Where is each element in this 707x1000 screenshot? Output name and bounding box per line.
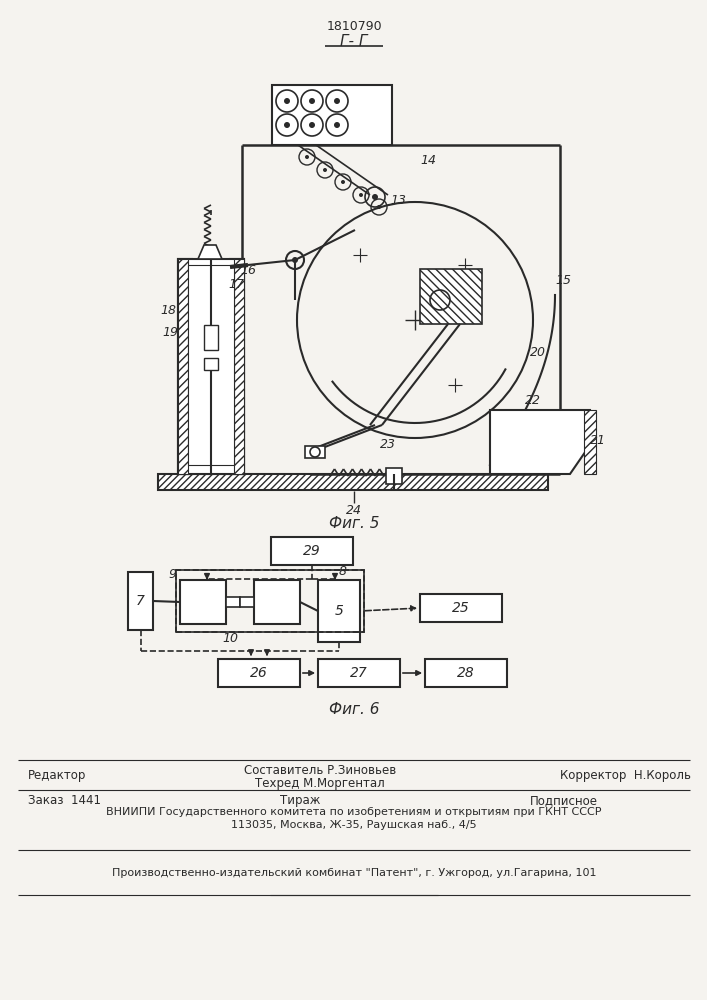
Bar: [420, 269, 482, 324]
Text: 10: 10: [222, 632, 238, 645]
Text: Фиг. 6: Фиг. 6: [329, 702, 379, 717]
Bar: [305, 446, 325, 458]
Circle shape: [309, 98, 315, 104]
Text: 27: 27: [350, 666, 368, 680]
Text: 22: 22: [525, 393, 541, 406]
Text: 1810790: 1810790: [326, 20, 382, 33]
Bar: [204, 325, 218, 350]
Bar: [234, 259, 244, 474]
Circle shape: [309, 122, 315, 128]
Text: 113035, Москва, Ж-35, Раушская наб., 4/5: 113035, Москва, Ж-35, Раушская наб., 4/5: [231, 820, 477, 830]
Bar: [226, 597, 240, 607]
Bar: [178, 259, 192, 474]
Circle shape: [377, 205, 381, 209]
Text: Техред М.Моргентал: Техред М.Моргентал: [255, 777, 385, 790]
Text: Г- Г: Г- Г: [340, 34, 368, 49]
Text: 17: 17: [228, 278, 244, 292]
Text: ВНИИПИ Государственного комитета по изобретениям и открытиям при ГКНТ СССР: ВНИИПИ Государственного комитета по изоб…: [106, 807, 602, 817]
Text: 7: 7: [136, 594, 145, 608]
Bar: [180, 580, 226, 624]
Text: 14: 14: [420, 153, 436, 166]
Circle shape: [334, 98, 340, 104]
Text: 28: 28: [457, 666, 475, 680]
Text: Корректор  Н.Король: Корректор Н.Король: [560, 768, 691, 782]
Circle shape: [284, 122, 290, 128]
Text: Заказ  1441: Заказ 1441: [28, 794, 101, 807]
Text: 21: 21: [590, 434, 606, 446]
Bar: [318, 580, 360, 642]
Text: Составитель Р.Зиновьев: Составитель Р.Зиновьев: [244, 764, 396, 777]
Text: 13: 13: [390, 194, 406, 207]
Bar: [386, 468, 402, 484]
Bar: [128, 572, 153, 630]
Circle shape: [292, 257, 298, 263]
Text: Производственно-издательский комбинат "Патент", г. Ужгород, ул.Гагарина, 101: Производственно-издательский комбинат "П…: [112, 867, 596, 878]
Circle shape: [341, 180, 345, 184]
Text: Фиг. 5: Фиг. 5: [329, 516, 379, 531]
Bar: [158, 474, 548, 490]
Bar: [230, 259, 244, 474]
Circle shape: [372, 194, 378, 200]
Bar: [218, 659, 300, 687]
Text: Подписное: Подписное: [530, 794, 598, 807]
Bar: [178, 259, 188, 474]
Text: 24: 24: [346, 504, 362, 517]
Circle shape: [305, 155, 309, 159]
Bar: [425, 659, 507, 687]
Bar: [271, 537, 353, 565]
Circle shape: [359, 193, 363, 197]
Text: 19: 19: [162, 326, 178, 338]
Text: 25: 25: [452, 601, 470, 615]
Bar: [176, 570, 364, 632]
Text: 29: 29: [303, 544, 321, 558]
Text: 23: 23: [380, 438, 396, 452]
Polygon shape: [490, 410, 590, 474]
Text: 8: 8: [339, 565, 347, 578]
Text: 15: 15: [555, 273, 571, 286]
Bar: [188, 265, 234, 465]
Text: 5: 5: [334, 604, 344, 618]
Text: 9: 9: [168, 568, 176, 580]
Circle shape: [334, 122, 340, 128]
Circle shape: [323, 168, 327, 172]
Bar: [318, 659, 400, 687]
Bar: [178, 259, 244, 474]
Polygon shape: [198, 245, 222, 259]
Bar: [176, 570, 364, 632]
Circle shape: [284, 98, 290, 104]
Bar: [240, 597, 254, 607]
Bar: [204, 358, 218, 370]
Bar: [272, 85, 392, 145]
Bar: [254, 580, 300, 624]
Text: Редактор: Редактор: [28, 768, 86, 782]
Bar: [420, 594, 502, 622]
Bar: [584, 410, 596, 474]
Text: 20: 20: [530, 346, 546, 359]
Text: Тираж: Тираж: [280, 794, 320, 807]
Text: 26: 26: [250, 666, 268, 680]
Text: 18: 18: [160, 304, 176, 316]
Text: 16: 16: [240, 263, 256, 276]
